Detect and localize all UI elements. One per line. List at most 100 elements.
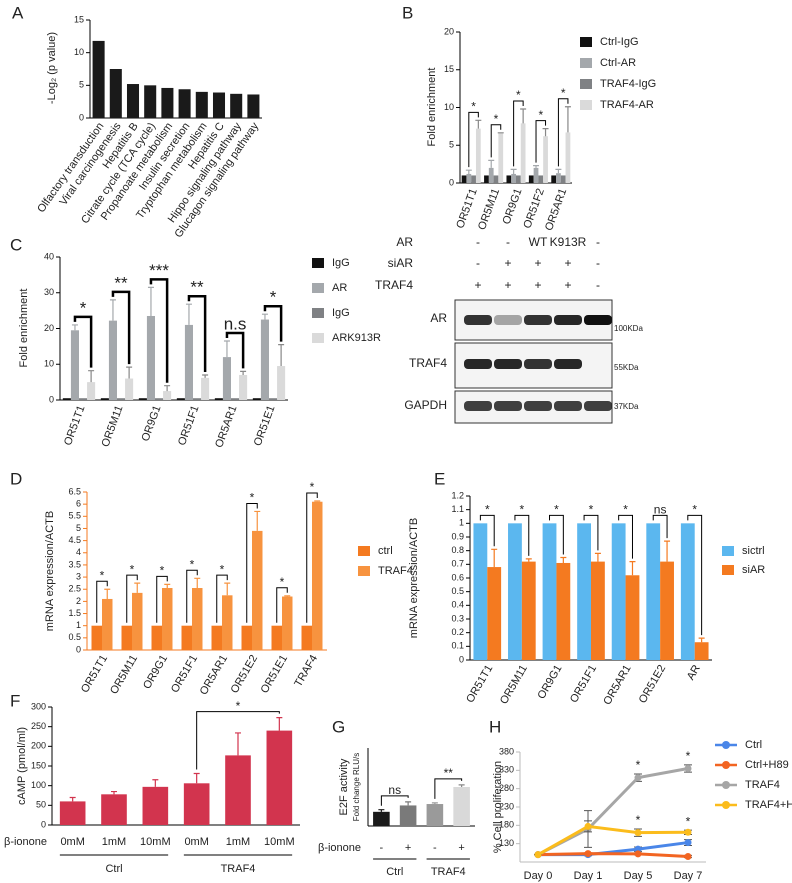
bar: [176, 398, 185, 400]
bar: [195, 91, 208, 118]
bar: [475, 128, 481, 183]
band: [524, 315, 552, 325]
point: [684, 839, 692, 847]
bar: [142, 786, 169, 825]
bar: [660, 561, 674, 660]
error-bar: [88, 370, 95, 383]
significance-bracket: [96, 580, 108, 623]
x-tick-label: OR5M11: [476, 187, 502, 232]
y-tick-label: 0.3: [451, 613, 464, 623]
bar: [239, 374, 248, 400]
bar: [556, 173, 561, 183]
bar: [231, 398, 240, 400]
bar: [225, 755, 251, 825]
error-bar: [629, 561, 636, 576]
bar: [230, 93, 243, 118]
significance-label: *: [220, 562, 225, 576]
y-axis-label: Fold enrichment: [18, 289, 30, 368]
lane-label: -: [476, 256, 480, 270]
y-tick-label: 1: [76, 620, 81, 630]
bar: [399, 805, 417, 826]
error-bar: [276, 717, 283, 731]
bar: [542, 523, 557, 660]
band-label: AR: [430, 311, 447, 325]
band: [464, 315, 492, 325]
x-tick-label: OR51T1: [79, 653, 110, 695]
legend-label: ctrl: [378, 545, 393, 557]
x-tick-label: OR9G1: [501, 187, 525, 226]
lane-label: -: [596, 256, 600, 270]
lane-label: -: [596, 278, 600, 292]
x-tick-label: OR51E1: [252, 404, 278, 448]
y-tick-label: 180: [499, 820, 514, 830]
bar: [163, 391, 172, 400]
band: [554, 401, 582, 411]
significance-bracket: [479, 514, 495, 547]
error-bar: [254, 510, 261, 531]
bar: [611, 523, 626, 660]
error-bar: [261, 313, 268, 320]
bar: [484, 175, 489, 183]
bar: [184, 324, 193, 400]
bar: [625, 575, 640, 660]
x-tick-label: +: [405, 842, 411, 854]
error-bar: [284, 595, 291, 597]
error-bar: [109, 299, 116, 321]
legend-marker: [722, 741, 730, 749]
bar: [493, 175, 499, 183]
point: [634, 774, 642, 782]
y-tick-label: 15: [74, 14, 84, 24]
legend-label: Ctrl-IgG: [600, 36, 639, 48]
bar: [70, 330, 79, 400]
error-bar: [542, 128, 549, 137]
error-bar: [164, 385, 171, 392]
significance-label: ns: [654, 503, 667, 517]
significance-label: *: [686, 749, 691, 763]
error-bar: [194, 577, 201, 589]
error-bar: [564, 106, 571, 133]
y-tick-label: 230: [499, 801, 514, 811]
y-tick-label: 0.6: [451, 572, 464, 582]
y-tick-label: 0.1: [451, 641, 464, 651]
panel-letter: E: [434, 469, 445, 488]
bar: [151, 625, 162, 650]
y-axis-label: cAMP (pmol/ml): [16, 727, 28, 805]
x-tick-label: OR51F1: [176, 404, 201, 447]
significance-label: **: [444, 766, 454, 780]
x-tick-label: OR5AR1: [543, 187, 569, 232]
x-tick-label: 0mM: [60, 836, 84, 848]
size-marker: 55KDa: [614, 363, 639, 372]
bar: [471, 175, 476, 183]
x-tick-label: OR51F1: [169, 653, 200, 695]
lane-label: +: [564, 256, 571, 270]
point: [584, 850, 592, 858]
y-tick-label: 0: [76, 644, 81, 654]
significance-bracket: [549, 514, 564, 555]
significance-bracket: [557, 98, 569, 167]
y-tick-label: 0.5: [451, 586, 464, 596]
significance-bracket: [126, 574, 138, 623]
x-tick-label: OR51E2: [229, 653, 260, 696]
y-tick-label: 15: [444, 64, 454, 74]
y-tick-label: 3: [76, 571, 81, 581]
condition-label: AR: [396, 235, 413, 249]
error-bar: [405, 801, 412, 806]
lane-label: +: [564, 278, 571, 292]
bar: [488, 167, 494, 183]
bar: [138, 398, 147, 400]
lane-label: +: [504, 256, 511, 270]
size-marker: 100KDa: [614, 324, 643, 333]
significance-bracket: [618, 514, 633, 559]
significance-label: *: [636, 758, 641, 772]
lane-label: WT: [529, 235, 548, 249]
size-marker: 37KDa: [614, 402, 639, 411]
error-bar: [134, 582, 141, 593]
bar: [144, 85, 157, 118]
group-label: Ctrl: [386, 866, 403, 878]
point: [684, 765, 692, 772]
bar: [520, 123, 526, 183]
bar: [101, 794, 127, 825]
error-bar: [488, 159, 495, 168]
y-axis-label: -Log₂ (p value): [46, 32, 58, 104]
x-tick-label: OR51E2: [637, 663, 668, 706]
